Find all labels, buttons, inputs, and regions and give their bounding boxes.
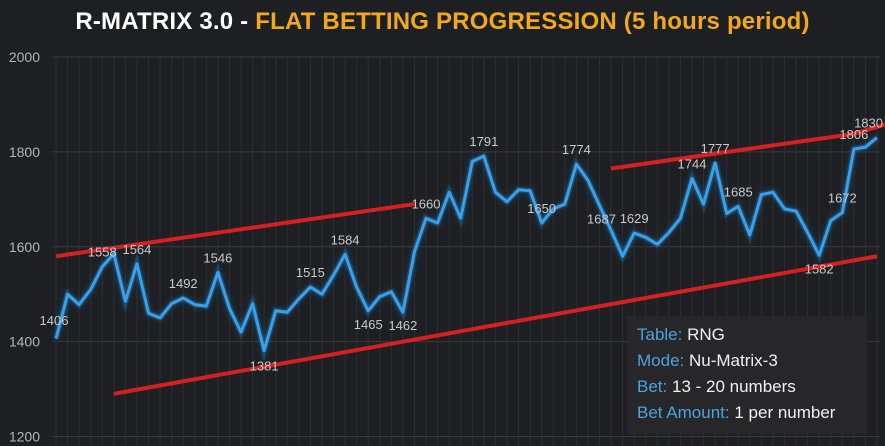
data-label: 1546 [203,250,232,265]
data-label: 1381 [250,359,279,374]
data-label: 1806 [839,127,868,142]
data-label: 1629 [620,211,649,226]
data-label: 1558 [88,245,117,260]
data-label: 1650 [527,201,556,216]
data-label: 1744 [678,156,707,171]
chart-title: R-MATRIX 3.0 - FLAT BETTING PROGRESSION … [0,8,885,36]
data-label: 1584 [331,232,360,247]
bet-label: Bet: [637,377,668,396]
data-label: 1830 [854,116,883,131]
info-row-table: Table: RNG [637,322,857,348]
trend-line [113,254,878,396]
table-value: RNG [687,325,725,344]
data-label: 1672 [828,191,857,206]
data-label: 1406 [40,313,69,328]
y-tick-label: 1800 [9,144,40,160]
data-label: 1660 [412,196,441,211]
data-label: 1492 [169,276,198,291]
data-label: 1685 [724,184,753,199]
info-box: Table: RNG Mode: Nu-Matrix-3 Bet: 13 - 2… [627,316,867,434]
data-label: 1687 [587,211,616,226]
data-label: 1582 [805,261,834,276]
trend-lines [55,122,885,396]
bet-amount-value: 1 per number [734,403,836,422]
y-tick-label: 2000 [9,49,40,65]
series-line-group [53,135,879,363]
y-tick-label: 1600 [9,239,40,255]
data-label: 1462 [388,318,417,333]
data-label: 1564 [122,242,151,257]
trend-line [55,202,415,259]
bet-amount-label: Bet Amount: [637,403,730,422]
grid [52,56,880,446]
data-label: 1791 [469,134,498,149]
bet-value: 13 - 20 numbers [671,377,796,396]
y-tick-label: 1400 [9,334,40,350]
series-line [54,136,878,353]
data-label: 1465 [354,317,383,332]
trend-line [853,122,885,136]
y-axis: 1200 1400 1600 1800 2000 [9,49,40,445]
mode-label: Mode: [637,351,685,370]
trend-line [610,131,855,171]
data-label: 1515 [296,265,325,280]
mode-value: Nu-Matrix-3 [688,351,778,370]
title-part-1: R-MATRIX 3.0 - [75,8,256,35]
y-tick-label: 1200 [9,429,40,445]
data-label: 1777 [701,141,730,156]
title-part-2: FLAT BETTING PROGRESSION (5 hours period… [255,8,810,35]
info-row-bet: Bet: 13 - 20 numbers [637,374,857,400]
info-row-mode: Mode: Nu-Matrix-3 [637,348,857,374]
data-label: 1774 [562,142,591,157]
table-label: Table: [637,325,683,344]
data-labels: 1406 1558 1564 1492 1546 1381 1515 1584 1465 1462… [40,116,883,374]
info-row-bet-amount: Bet Amount: 1 per number [637,400,857,426]
